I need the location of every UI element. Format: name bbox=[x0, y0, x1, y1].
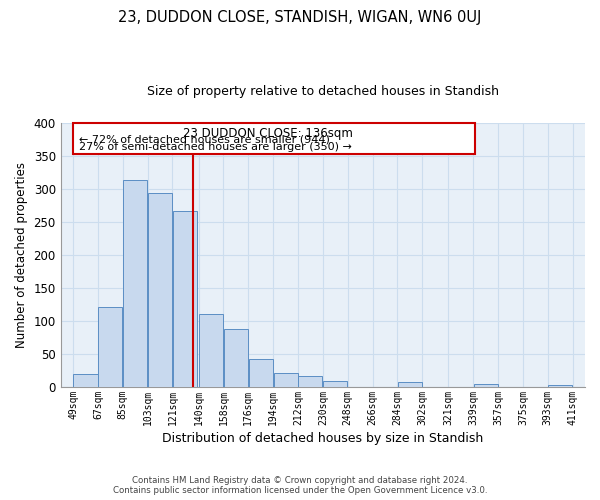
X-axis label: Distribution of detached houses by size in Standish: Distribution of detached houses by size … bbox=[162, 432, 484, 445]
Bar bbox=[123, 180, 147, 387]
Bar bbox=[224, 329, 248, 387]
Bar bbox=[473, 384, 498, 387]
Bar bbox=[98, 307, 122, 387]
FancyBboxPatch shape bbox=[73, 123, 475, 154]
Text: 23 DUDDON CLOSE: 136sqm: 23 DUDDON CLOSE: 136sqm bbox=[183, 128, 353, 140]
Bar bbox=[548, 385, 572, 387]
Bar bbox=[298, 376, 322, 387]
Bar bbox=[173, 210, 197, 387]
Text: 23, DUDDON CLOSE, STANDISH, WIGAN, WN6 0UJ: 23, DUDDON CLOSE, STANDISH, WIGAN, WN6 0… bbox=[118, 10, 482, 25]
Bar bbox=[73, 374, 98, 387]
Text: ← 72% of detached houses are smaller (944): ← 72% of detached houses are smaller (94… bbox=[79, 134, 329, 144]
Text: 27% of semi-detached houses are larger (350) →: 27% of semi-detached houses are larger (… bbox=[79, 142, 352, 152]
Bar bbox=[248, 358, 273, 387]
Text: Contains HM Land Registry data © Crown copyright and database right 2024.
Contai: Contains HM Land Registry data © Crown c… bbox=[113, 476, 487, 495]
Bar bbox=[148, 193, 172, 387]
Title: Size of property relative to detached houses in Standish: Size of property relative to detached ho… bbox=[147, 85, 499, 98]
Bar bbox=[323, 381, 347, 387]
Bar bbox=[398, 382, 422, 387]
Y-axis label: Number of detached properties: Number of detached properties bbox=[15, 162, 28, 348]
Bar bbox=[199, 314, 223, 387]
Bar bbox=[274, 373, 298, 387]
